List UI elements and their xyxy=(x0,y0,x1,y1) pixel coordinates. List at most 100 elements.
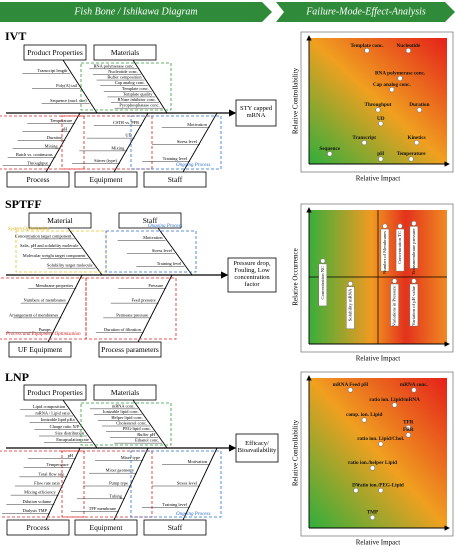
point xyxy=(397,223,403,229)
cause: Duration of filtration xyxy=(104,327,142,332)
category-text: Process xyxy=(26,174,50,184)
cause: Concentration target component xyxy=(15,233,72,238)
point-label: Template conc. xyxy=(350,43,384,49)
annotation: Ongoing Process xyxy=(176,512,210,517)
bone xyxy=(62,59,98,114)
category-box xyxy=(143,519,207,536)
point-label: Cap analog conc. xyxy=(373,82,412,88)
cause: Temperature xyxy=(47,462,69,467)
point xyxy=(378,156,384,162)
category: Staff xyxy=(168,523,182,531)
point xyxy=(405,47,411,54)
point-label: Nucleotide xyxy=(397,43,421,49)
cause: Pumps xyxy=(39,327,51,332)
group-outline xyxy=(0,115,85,170)
bone xyxy=(132,59,168,114)
cause: TFF membrane xyxy=(89,506,116,511)
cause: Motivation xyxy=(143,235,163,240)
cause: PEG-lipid conc. xyxy=(123,426,151,431)
bone xyxy=(137,274,173,343)
cause: Ionizable lipid pKa xyxy=(41,417,75,422)
cause: Template quality xyxy=(123,91,153,96)
point xyxy=(378,487,384,494)
cause: Mixer geometry xyxy=(106,468,135,473)
cause: Membrane properties xyxy=(36,283,74,288)
category-box xyxy=(6,171,70,188)
cause: Dialysis TMP xyxy=(23,508,48,513)
cause: Stress level xyxy=(177,481,198,486)
point-label-box xyxy=(318,263,327,307)
cause: Feed pressure xyxy=(131,298,155,303)
group-outline xyxy=(105,230,197,273)
point-label: Kinetics xyxy=(408,135,426,141)
cause: Arrangement of membranes xyxy=(9,312,59,317)
cause: Solubility target molecule xyxy=(47,263,93,268)
point xyxy=(411,387,417,393)
bone xyxy=(45,447,81,521)
category-box xyxy=(143,171,207,188)
bone xyxy=(182,112,218,173)
effect: Pressure drop, Fouling, Low concentratio… xyxy=(233,260,271,288)
cause: pH xyxy=(62,126,68,131)
cause: Stirrer (type) xyxy=(94,158,117,163)
point-label-box xyxy=(409,283,419,327)
point xyxy=(378,121,384,127)
point xyxy=(391,278,398,284)
effect-text: Pressure drop, Fouling, Low concentratio… xyxy=(233,260,271,288)
category-text: Equipment xyxy=(89,522,123,532)
category: Product Properties xyxy=(27,48,83,56)
cause: Total flow rate xyxy=(39,471,65,476)
cause: Motivation xyxy=(188,459,208,464)
cause: Duration xyxy=(47,135,63,140)
cause: Mixing xyxy=(111,145,125,150)
point xyxy=(411,220,417,226)
point-label: Transmembrane pressure xyxy=(411,228,416,274)
cause: Ethanol conc. xyxy=(135,438,159,443)
cause: Mixing xyxy=(45,143,59,148)
point-label: comp. ion. Lipid xyxy=(346,412,382,418)
point xyxy=(397,75,403,81)
fmea-field xyxy=(309,378,447,528)
cause: CSTR vs. PFR xyxy=(113,120,139,125)
bone xyxy=(67,227,103,276)
cause: Transcript length xyxy=(37,68,68,73)
effect-box xyxy=(235,433,279,463)
fmea-field xyxy=(309,38,447,164)
cause: Cap analog conc. xyxy=(115,80,145,85)
cause: Helper lipid conc. xyxy=(111,415,143,420)
category-text: Staff xyxy=(167,174,183,184)
point-label: Concentration NC xyxy=(320,266,325,300)
point-label: ratio ion. Lipid/mRNA xyxy=(369,397,420,403)
point-label: RNA polymerase conc. xyxy=(375,71,426,77)
category-box xyxy=(93,44,157,61)
annotation: Ongoing Process xyxy=(148,224,182,229)
group-outline xyxy=(130,450,222,518)
cause: Training level xyxy=(157,261,182,266)
cause: Numbers of membranes xyxy=(24,298,66,303)
point-label: Sequence xyxy=(319,146,340,152)
category-text: Product Properties xyxy=(27,387,83,397)
point-label: TMP xyxy=(367,510,379,516)
point xyxy=(347,281,354,287)
point xyxy=(327,151,333,157)
category-text: UF Equipment xyxy=(17,344,63,354)
cause: Mixing efficiency xyxy=(24,490,56,495)
bone xyxy=(182,447,218,521)
point-label: mRNA Feed pH xyxy=(333,382,368,388)
point-label: Transcript xyxy=(352,135,376,141)
bone xyxy=(157,227,193,276)
cause: RNA polymerase conc. xyxy=(94,63,135,68)
category-text: Process xyxy=(26,522,50,532)
category: Process xyxy=(26,174,50,184)
cause: Template conc. xyxy=(122,86,149,91)
bone xyxy=(45,112,81,173)
category-box xyxy=(23,384,87,401)
cause: Salts, pH and solubility molecule xyxy=(20,243,78,249)
group-outline xyxy=(85,277,177,340)
point xyxy=(389,87,395,93)
cause: Pump type xyxy=(109,481,128,486)
point xyxy=(382,223,388,229)
x-axis-label: Relative Impact xyxy=(356,355,401,363)
category: Staff xyxy=(167,174,183,184)
